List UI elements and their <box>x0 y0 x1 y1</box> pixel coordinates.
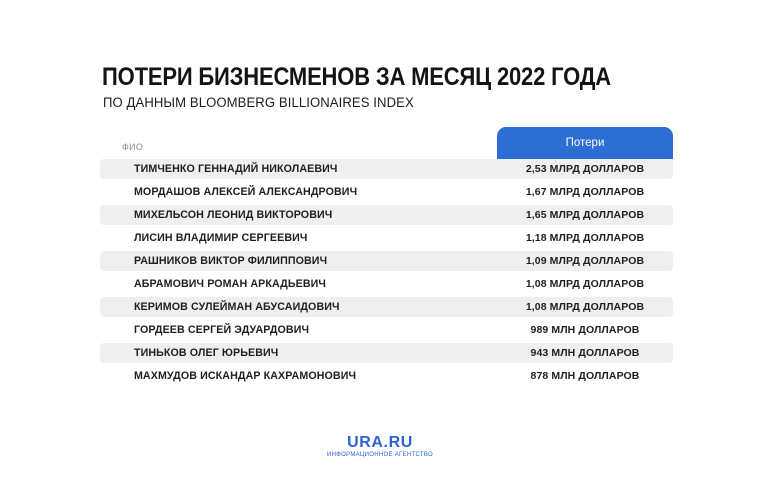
table-row: АБРАМОВИЧ РОМАН АРКАДЬЕВИЧ 1,08 МЛРД ДОЛ… <box>100 274 673 294</box>
businessman-name: МИХЕЛЬСОН ЛЕОНИД ВИКТОРОВИЧ <box>133 209 333 221</box>
loss-value: 1,08 МЛРД ДОЛЛАРОВ <box>525 278 645 290</box>
table-row: МОРДАШОВ АЛЕКСЕЙ АЛЕКСАНДРОВИЧ 1,67 МЛРД… <box>100 182 673 202</box>
ura-ru-logo: URA.RU <box>347 434 413 451</box>
footer: URA.RU ИНФОРМАЦИОННОЕ АГЕНТСТВО <box>0 434 760 458</box>
loss-value: 1,09 МЛРД ДОЛЛАРОВ <box>525 255 645 267</box>
table-row: РАШНИКОВ ВИКТОР ФИЛИППОВИЧ 1,09 МЛРД ДОЛ… <box>100 251 673 271</box>
loss-value: 1,08 МЛРД ДОЛЛАРОВ <box>525 301 645 313</box>
businessman-name: МАХМУДОВ ИСКАНДАР КАХРАМОНОВИЧ <box>133 370 357 382</box>
businessman-name: ГОРДЕЕВ СЕРГЕЙ ЭДУАРДОВИЧ <box>133 324 310 336</box>
loss-value: 1,65 МЛРД ДОЛЛАРОВ <box>525 209 645 221</box>
table-row: МИХЕЛЬСОН ЛЕОНИД ВИКТОРОВИЧ 1,65 МЛРД ДО… <box>100 205 673 225</box>
loss-chip-label: Потери <box>565 137 605 149</box>
table-row: КЕРИМОВ СУЛЕЙМАН АБУСАИДОВИЧ 1,08 МЛРД Д… <box>100 297 673 317</box>
table-row: ЛИСИН ВЛАДИМИР СЕРГЕЕВИЧ 1,18 МЛРД ДОЛЛА… <box>100 228 673 248</box>
loss-value: 2,53 МЛРД ДОЛЛАРОВ <box>525 163 645 175</box>
page-subtitle: ПО ДАННЫМ BLOOMBERG BILLIONAIRES INDEX <box>103 95 414 110</box>
column-header-name: ФИО <box>122 142 144 152</box>
losses-table: ФИО Потери ТИМЧЕНКО ГЕННАДИЙ НИКОЛАЕВИЧ … <box>100 127 673 386</box>
table-row: ТИМЧЕНКО ГЕННАДИЙ НИКОЛАЕВИЧ 2,53 МЛРД Д… <box>100 159 673 179</box>
businessman-name: РАШНИКОВ ВИКТОР ФИЛИППОВИЧ <box>133 255 328 267</box>
loss-value: 1,67 МЛРД ДОЛЛАРОВ <box>525 186 645 198</box>
businessman-name: ТИНЬКОВ ОЛЕГ ЮРЬЕВИЧ <box>133 347 279 359</box>
table-row: ТИНЬКОВ ОЛЕГ ЮРЬЕВИЧ 943 МЛН ДОЛЛАРОВ <box>100 343 673 363</box>
column-header-loss: Потери <box>497 127 673 159</box>
loss-value: 943 МЛН ДОЛЛАРОВ <box>530 347 640 359</box>
loss-value: 1,18 МЛРД ДОЛЛАРОВ <box>525 232 645 244</box>
businessman-name: ЛИСИН ВЛАДИМИР СЕРГЕЕВИЧ <box>133 232 308 244</box>
table-header: ФИО Потери <box>100 127 673 159</box>
businessman-name: МОРДАШОВ АЛЕКСЕЙ АЛЕКСАНДРОВИЧ <box>133 186 358 198</box>
table-rows: ТИМЧЕНКО ГЕННАДИЙ НИКОЛАЕВИЧ 2,53 МЛРД Д… <box>100 159 673 386</box>
businessman-name: ТИМЧЕНКО ГЕННАДИЙ НИКОЛАЕВИЧ <box>133 163 338 175</box>
businessman-name: АБРАМОВИЧ РОМАН АРКАДЬЕВИЧ <box>133 278 326 290</box>
page-title: ПОТЕРИ БИЗНЕСМЕНОВ ЗА МЕСЯЦ 2022 ГОДА <box>102 63 611 91</box>
businessman-name: КЕРИМОВ СУЛЕЙМАН АБУСАИДОВИЧ <box>133 301 340 313</box>
table-row: ГОРДЕЕВ СЕРГЕЙ ЭДУАРДОВИЧ 989 МЛН ДОЛЛАР… <box>100 320 673 340</box>
loss-value: 878 МЛН ДОЛЛАРОВ <box>530 370 640 382</box>
table-row: МАХМУДОВ ИСКАНДАР КАХРАМОНОВИЧ 878 МЛН Д… <box>100 366 673 386</box>
ura-ru-tagline: ИНФОРМАЦИОННОЕ АГЕНТСТВО <box>327 452 433 458</box>
loss-value: 989 МЛН ДОЛЛАРОВ <box>530 324 640 336</box>
